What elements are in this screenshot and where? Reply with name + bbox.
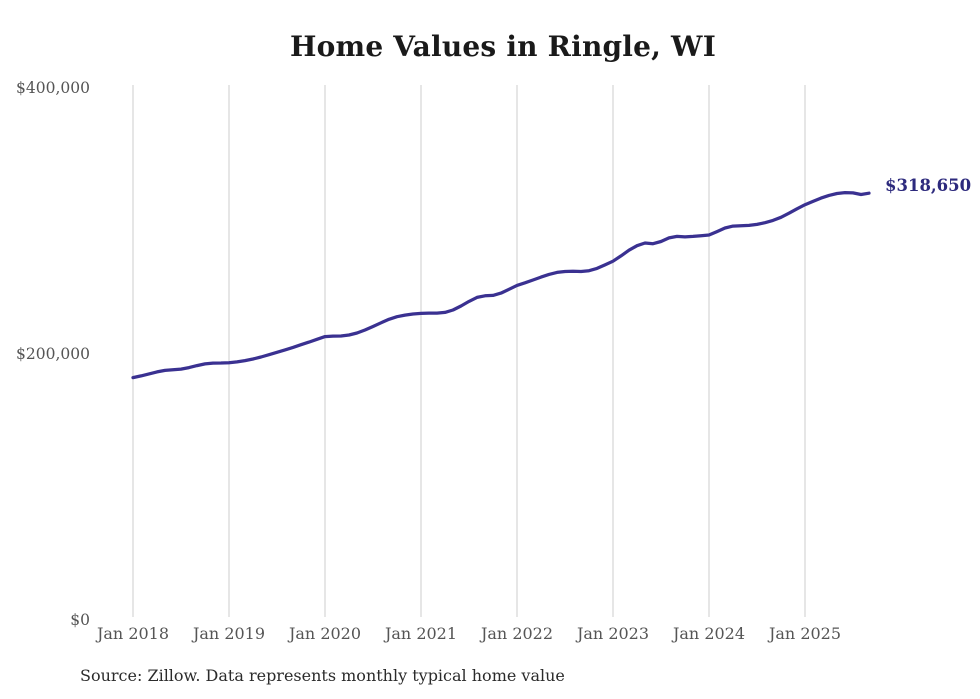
chart-title: Home Values in Ringle, WI bbox=[289, 30, 716, 63]
y-axis-tick-label: $200,000 bbox=[16, 345, 90, 363]
x-axis-tick-label: Jan 2020 bbox=[288, 624, 362, 643]
source-note: Source: Zillow. Data represents monthly … bbox=[80, 666, 565, 685]
x-axis-tick-label: Jan 2022 bbox=[480, 624, 554, 643]
x-axis-tick-label: Jan 2021 bbox=[384, 624, 458, 643]
x-axis-tick-label: Jan 2024 bbox=[672, 624, 746, 643]
y-axis-tick-label: $400,000 bbox=[16, 79, 90, 97]
x-axis-tick-label: Jan 2018 bbox=[96, 624, 170, 643]
latest-value-label: $318,650 bbox=[885, 176, 972, 196]
home-value-line bbox=[131, 190, 871, 380]
x-axis-tick-label: Jan 2019 bbox=[192, 624, 266, 643]
x-axis-tick-label: Jan 2025 bbox=[768, 624, 842, 643]
x-axis-tick-label: Jan 2023 bbox=[576, 624, 650, 643]
y-axis-tick-label: $0 bbox=[70, 611, 90, 629]
